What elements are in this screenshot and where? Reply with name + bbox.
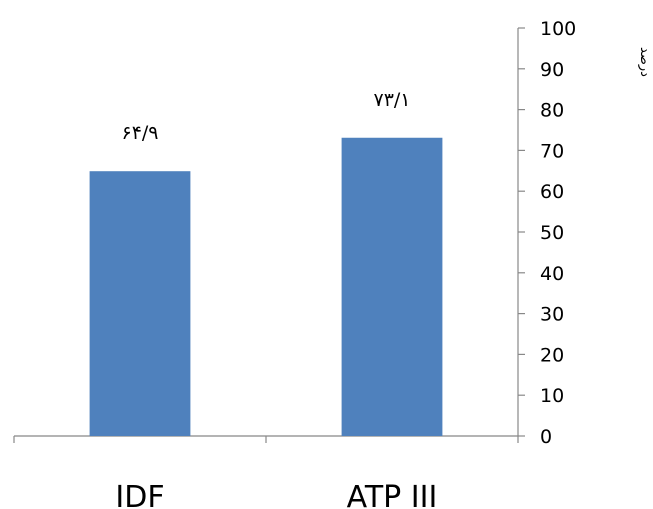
y-axis-label: درصد: [637, 47, 652, 77]
bars: [89, 137, 443, 436]
y-tick-label: 90: [540, 59, 564, 81]
labels: 0 10 20 30 40 50 60 70 80 90 100 ۶۴/۹ IDF ۷۳/۱ ATP III: [115, 18, 576, 509]
bar: [341, 137, 443, 436]
y-tick-label: 100: [540, 18, 576, 40]
x-category-label: IDF: [115, 480, 164, 509]
y-tick-label: 0: [540, 426, 552, 448]
y-tick-label: 80: [540, 100, 564, 122]
y-tick-label: 50: [540, 222, 564, 244]
data-label: ۷۳/۱: [373, 89, 410, 111]
y-tick-label: 20: [540, 344, 564, 366]
y-tick-label: 60: [540, 181, 564, 203]
data-label: ۶۴/۹: [121, 122, 158, 144]
y-tick-label: 70: [540, 140, 564, 162]
y-tick-label: 40: [540, 263, 564, 285]
x-category-label: ATP III: [347, 480, 438, 509]
y-tick-label: 30: [540, 304, 564, 326]
y-tick-label: 10: [540, 385, 564, 407]
bar: [89, 171, 191, 436]
